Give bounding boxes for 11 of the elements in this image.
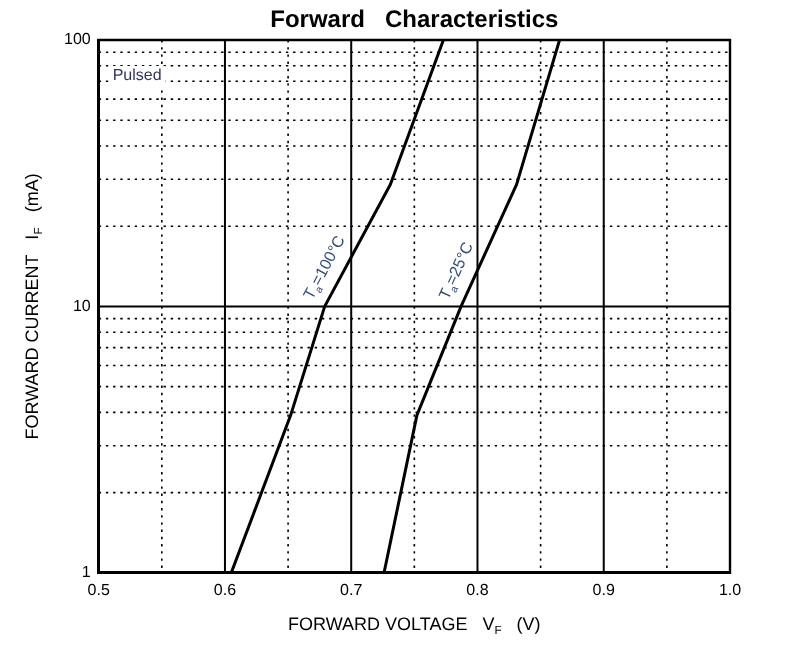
chart-title: Forward Characteristics <box>270 4 560 33</box>
x-tick-label: 1.0 <box>718 580 743 599</box>
x-tick-label: 0.7 <box>340 580 364 599</box>
x-tick-label: 0.5 <box>87 580 111 599</box>
y-tick-label: 10 <box>72 296 92 315</box>
annotation: Pulsed <box>112 66 162 85</box>
y-tick-label: 1 <box>81 563 92 582</box>
x-tick-label: 0.6 <box>213 580 238 599</box>
y-tick-label: 100 <box>63 30 92 49</box>
x-tick-label: 0.9 <box>592 580 616 599</box>
x-tick-label: 0.8 <box>466 580 490 599</box>
